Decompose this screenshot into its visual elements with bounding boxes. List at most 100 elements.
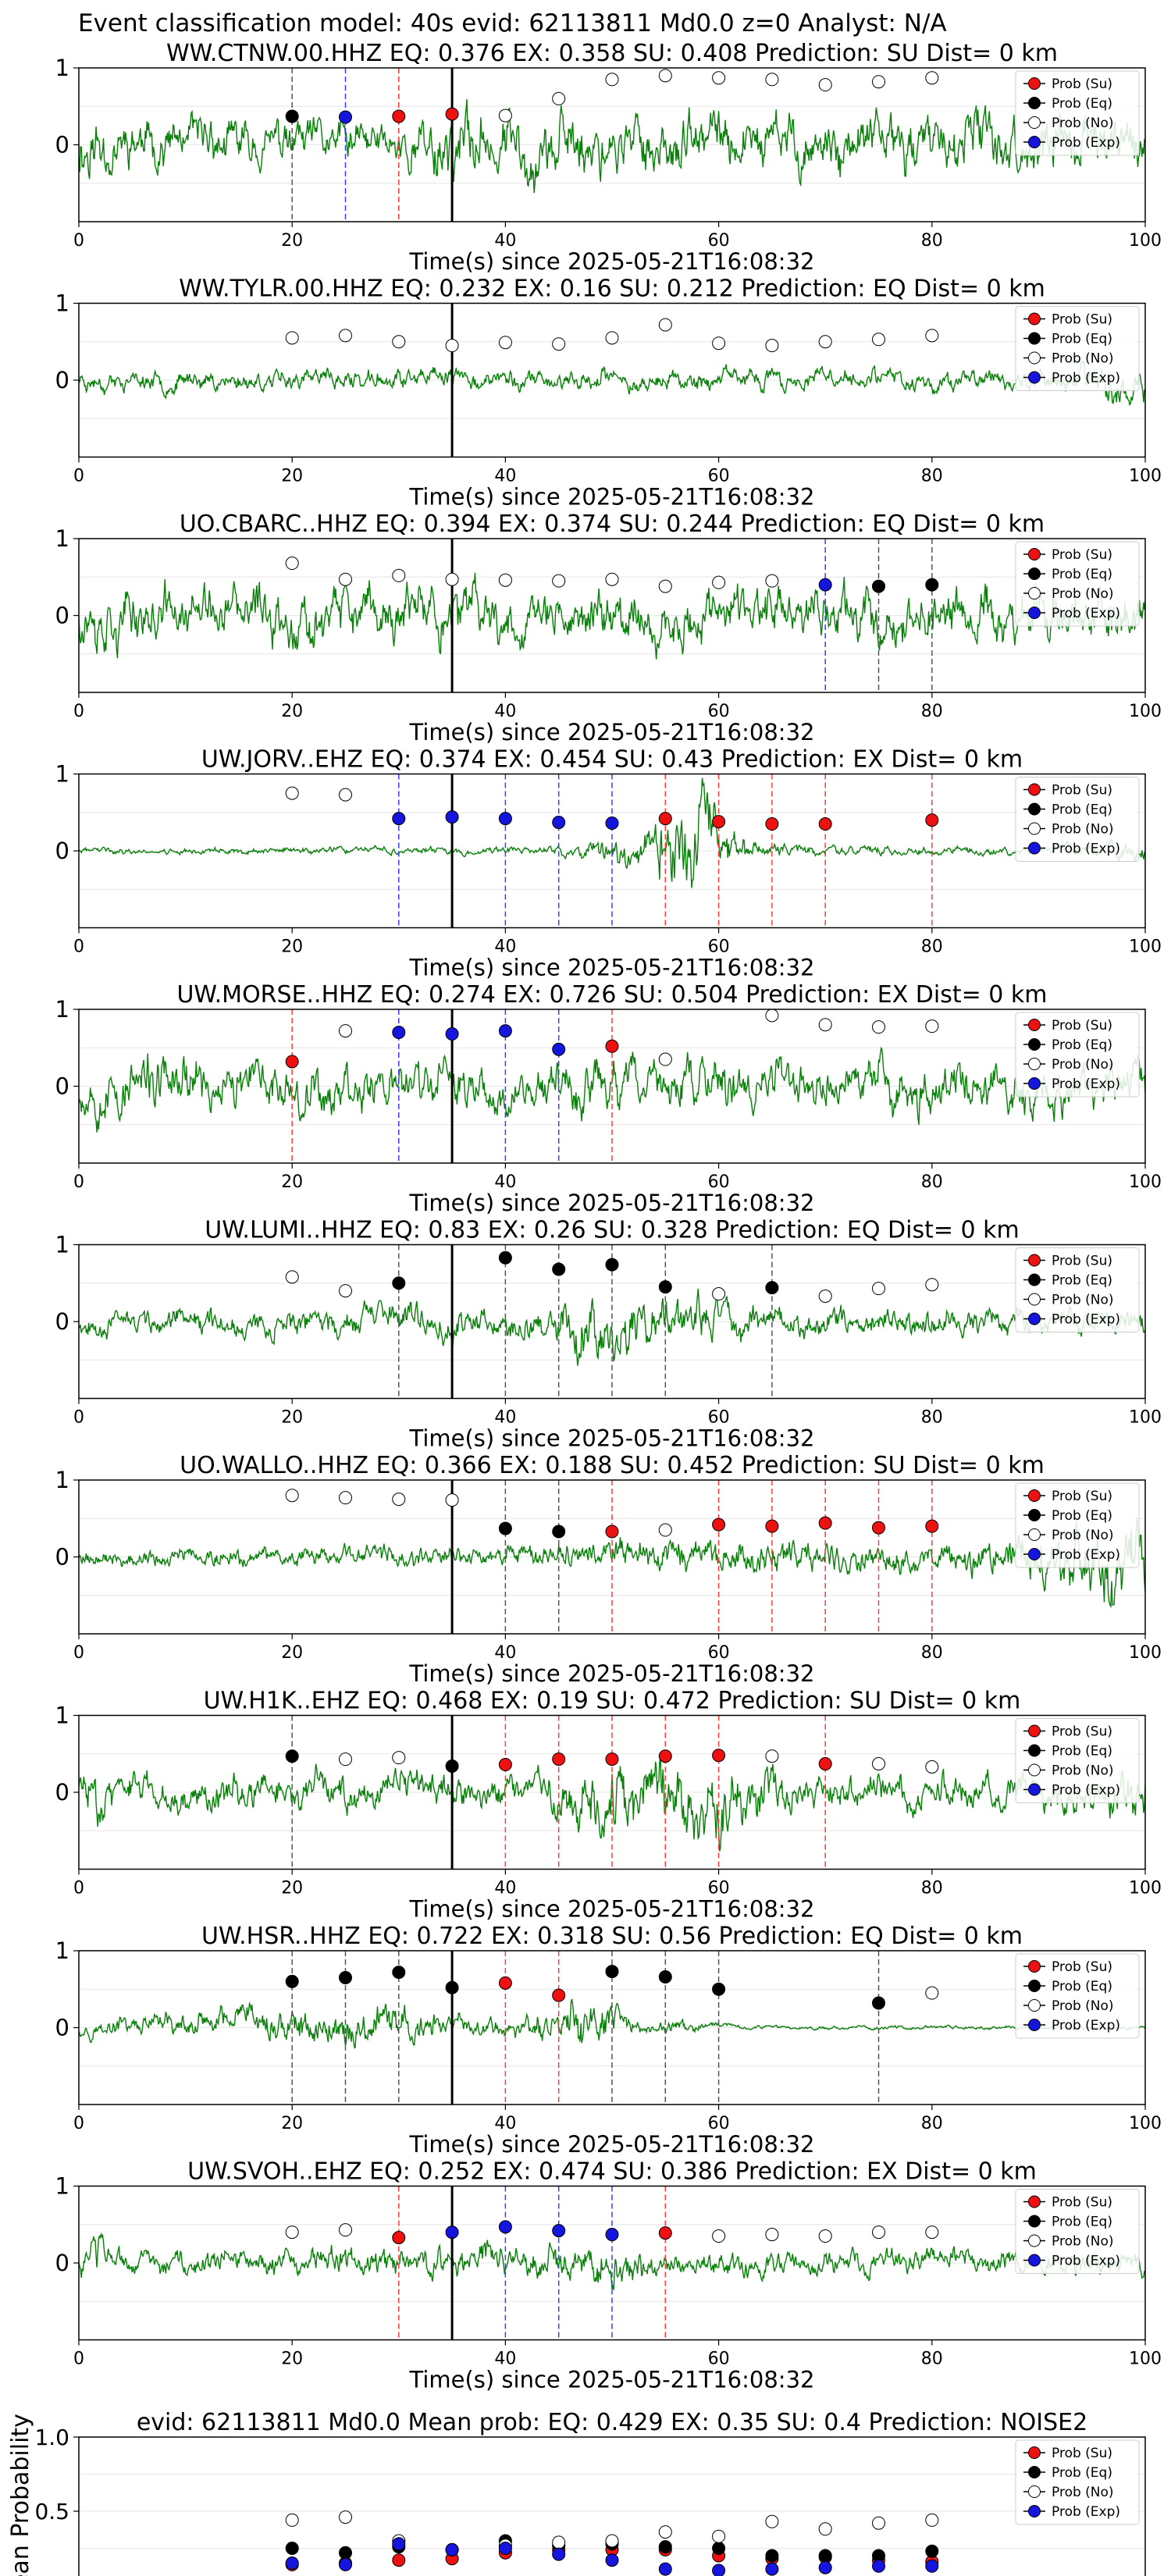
panel-6-prob-point-eq — [498, 1251, 512, 1265]
panel-10-legend-box — [1015, 2189, 1140, 2274]
panel-5-legend-marker-eq — [1028, 1038, 1041, 1051]
panel-7-legend-label-no: Prob (No) — [1052, 1528, 1114, 1543]
panel-10-prob-point-su — [658, 2226, 672, 2240]
panel-1-legend-label-eq: Prob (Eq) — [1052, 96, 1112, 112]
panel-1-legend-label-exp: Prob (Exp) — [1052, 135, 1120, 151]
panel-2-prob-point-no — [872, 333, 885, 347]
panel-11-title: evid: 62113811 Md0.0 Mean prob: EQ: 0.42… — [137, 2409, 1087, 2436]
panel-10-legend-label-exp: Prob (Exp) — [1052, 2254, 1120, 2269]
panel-6-legend-label-no: Prob (No) — [1052, 1293, 1114, 1308]
panel-2-legend-marker-su — [1028, 312, 1041, 326]
panel-7-legend-box — [1015, 1482, 1140, 1568]
panel-8-legend-box — [1015, 1718, 1140, 1803]
panel-9-prob-point-no — [925, 1986, 939, 2000]
panel-5-prob-point-su — [285, 1055, 299, 1069]
panel-3-legend-label-exp: Prob (Exp) — [1052, 606, 1120, 621]
panel-1-xlabel: Time(s) since 2025-05-21T16:08:32 — [409, 248, 815, 275]
panel-5-prob-point-no — [339, 1024, 352, 1038]
panel-8-xtick-label: 80 — [921, 1879, 943, 1898]
panel-1-prob-point-eq — [285, 109, 299, 123]
panel-5-title: UW.MORSE..HHZ EQ: 0.274 EX: 0.726 SU: 0.… — [176, 981, 1047, 1009]
panel-5-xtick-label: 40 — [494, 1172, 516, 1192]
panel-11-mean-point-su — [392, 2553, 406, 2567]
panel-7-xtick-label: 60 — [708, 1643, 730, 1663]
panel-7-prob-point-no — [658, 1523, 672, 1537]
panel-6-prob-point-no — [285, 1270, 299, 1284]
panel-4-legend-marker-no — [1028, 822, 1041, 835]
panel-1-xtick-label: 40 — [494, 231, 516, 251]
panel-1-legend-label-no: Prob (No) — [1052, 116, 1114, 131]
panel-9-legend-label-no: Prob (No) — [1052, 1998, 1114, 2014]
panel-9-prob-point-eq — [445, 1980, 459, 1994]
panel-8-prob-point-eq — [285, 1749, 299, 1763]
panel-8-prob-point-su — [552, 1752, 566, 1767]
panel-11-legend-label-exp: Prob (Exp) — [1052, 2504, 1120, 2520]
panel-1-prob-point-no — [605, 73, 619, 87]
panel-7-ytick-label: 0 — [55, 1544, 69, 1571]
panel-5-legend-box — [1015, 1012, 1140, 1098]
panel-3-prob-point-no — [712, 575, 726, 589]
panel-10-ytick-label: 0 — [55, 2250, 69, 2276]
panel-4-legend-marker-eq — [1028, 802, 1041, 816]
panel-7-prob-point-su — [765, 1519, 779, 1533]
panel-4-legend-marker-su — [1028, 783, 1041, 796]
panel-2-legend-marker-no — [1028, 351, 1041, 365]
panel-1-prob-point-no — [925, 71, 939, 85]
panel-1-legend-marker-su — [1028, 77, 1041, 90]
panel-11-legend-label-no: Prob (No) — [1052, 2485, 1114, 2500]
panel-10-title: UW.SVOH..EHZ EQ: 0.252 EX: 0.474 SU: 0.3… — [187, 2158, 1037, 2186]
panel-10-prob-point-exp — [552, 2224, 566, 2238]
panel-4-legend-label-exp: Prob (Exp) — [1052, 841, 1120, 857]
panel-7: UO.WALLO..HHZ EQ: 0.366 EX: 0.188 SU: 0.… — [55, 1452, 1162, 1687]
panel-6: UW.LUMI..HHZ EQ: 0.83 EX: 0.26 SU: 0.328… — [55, 1217, 1162, 1452]
panel-5-prob-point-no — [925, 1019, 939, 1034]
panel-2-legend-marker-exp — [1028, 371, 1041, 384]
panel-2-xlabel: Time(s) since 2025-05-21T16:08:32 — [409, 484, 815, 511]
panel-4-prob-point-no — [339, 788, 352, 802]
panel-8-legend-label-eq: Prob (Eq) — [1052, 1744, 1112, 1759]
panel-4-xtick-label: 80 — [921, 938, 943, 957]
panel-1-prob-point-su — [392, 109, 406, 123]
panel-6-prob-point-eq — [765, 1281, 779, 1295]
panel-8-prob-point-no — [872, 1757, 885, 1771]
panel-2-plot-area — [79, 303, 1145, 457]
panel-8-xtick-label: 60 — [708, 1879, 730, 1898]
panel-6-prob-point-eq — [605, 1258, 619, 1272]
panel-4-xtick-label: 20 — [281, 938, 303, 957]
panel-10-plot-area — [79, 2186, 1145, 2340]
panel-10-prob-point-no — [872, 2226, 885, 2240]
panel-2-waveform — [79, 360, 1145, 407]
panel-9-prob-point-eq — [712, 1982, 726, 1996]
panel-2-legend-box — [1015, 306, 1140, 391]
panel-9-legend-marker-exp — [1028, 2019, 1041, 2031]
panel-5-xtick-label: 60 — [708, 1172, 730, 1192]
panel-8-legend-marker-exp — [1028, 1783, 1041, 1796]
panel-1-legend-marker-no — [1028, 116, 1041, 129]
panel-8-waveform — [79, 1756, 1145, 1852]
panel-11-mean-point-no — [765, 2514, 779, 2528]
panel-10-legend-marker-eq — [1028, 2215, 1041, 2228]
panel-8-ytick-label: 1 — [55, 1703, 69, 1729]
panel-2-legend-label-eq: Prob (Eq) — [1052, 332, 1112, 347]
panel-5: UW.MORSE..HHZ EQ: 0.274 EX: 0.726 SU: 0.… — [55, 981, 1162, 1216]
panel-3-xtick-label: 20 — [281, 702, 303, 721]
panel-3-prob-point-no — [392, 568, 406, 582]
panel-5-legend-label-no: Prob (No) — [1052, 1057, 1114, 1073]
panel-6-xtick-label: 80 — [921, 1408, 943, 1428]
panel-9-xtick-label: 60 — [708, 2114, 730, 2133]
panel-5-legend-marker-exp — [1028, 1077, 1041, 1090]
panel-5-plot-area — [79, 1009, 1145, 1163]
panel-1-prob-point-su — [445, 107, 459, 121]
panel-4-prob-point-su — [765, 817, 779, 831]
panel-6-prob-point-no — [872, 1282, 885, 1296]
panel-6-title: UW.LUMI..HHZ EQ: 0.83 EX: 0.26 SU: 0.328… — [205, 1217, 1020, 1244]
panel-11-legend-marker-no — [1028, 2485, 1041, 2498]
panel-1-xtick-label: 60 — [708, 231, 730, 251]
panel-10-prob-point-no — [765, 2228, 779, 2242]
panel-1-xtick-label: 20 — [281, 231, 303, 251]
panel-1-prob-point-no — [818, 78, 832, 92]
panel-4-legend-label-su: Prob (Su) — [1052, 783, 1112, 799]
panel-11-mean-point-no — [712, 2529, 726, 2543]
panel-1-prob-point-no — [712, 71, 726, 85]
panel-6-ytick-label: 0 — [55, 1308, 69, 1335]
